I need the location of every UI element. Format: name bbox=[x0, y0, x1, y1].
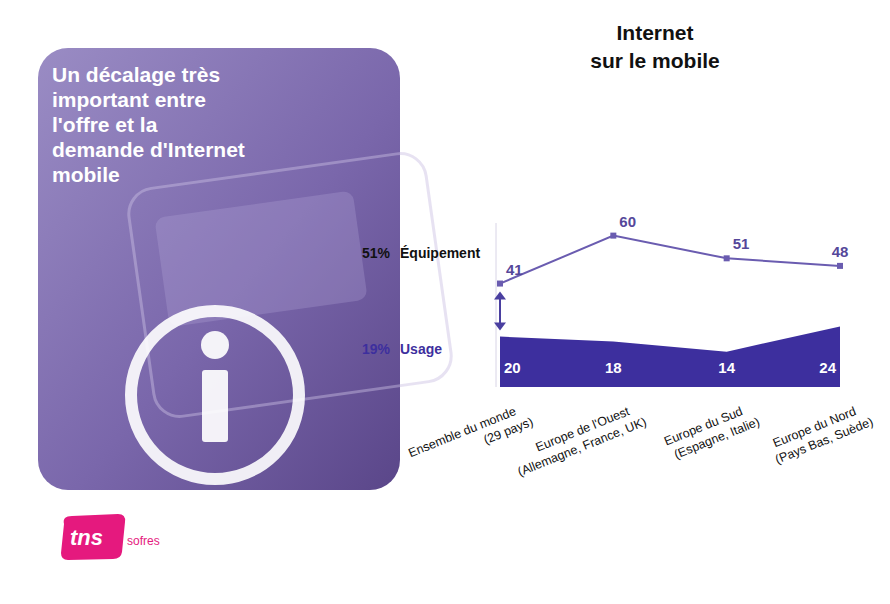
phone-outline bbox=[125, 150, 454, 420]
logo-sub: sofres bbox=[127, 534, 160, 548]
logo-main: tns bbox=[70, 525, 103, 550]
data-label: 60 bbox=[619, 213, 636, 230]
data-label: 18 bbox=[605, 359, 622, 376]
y-axis-line bbox=[496, 223, 497, 387]
logo-badge bbox=[61, 514, 125, 560]
x-tick-label-line: (Espagne, Italie) bbox=[672, 415, 762, 462]
x-tick-label-line: (29 pays) bbox=[482, 415, 536, 448]
series-summary: 51% bbox=[362, 245, 391, 261]
x-tick-label: Europe de l'Ouest(Allemagne, France, UK) bbox=[510, 400, 649, 479]
title: Internet sur le mobile bbox=[590, 21, 720, 72]
data-label: 48 bbox=[832, 243, 849, 260]
data-label: 24 bbox=[819, 359, 836, 376]
x-tick-label: Europe du Sud(Espagne, Italie) bbox=[662, 400, 762, 464]
line-marker bbox=[497, 281, 503, 287]
title-line: sur le mobile bbox=[590, 49, 720, 72]
x-tick-label: Europe du Nord(Pays Bas, Suède) bbox=[767, 400, 875, 467]
line-marker bbox=[837, 263, 843, 269]
data-label: 41 bbox=[506, 261, 523, 278]
panel-text-line: important entre bbox=[52, 88, 206, 111]
series-name: Équipement bbox=[400, 245, 480, 261]
plot-marks bbox=[497, 233, 843, 387]
info-dot bbox=[201, 331, 229, 359]
panel-text-line: l'offre et la bbox=[52, 113, 158, 136]
data-label: 14 bbox=[718, 359, 735, 376]
panel bbox=[38, 48, 400, 490]
series-name: Usage bbox=[400, 341, 442, 357]
equipment-line bbox=[500, 236, 840, 284]
gap-arrow-head bbox=[494, 323, 506, 331]
data-label: 51 bbox=[733, 235, 750, 252]
x-tick-label-line: (Pays Bas, Suède) bbox=[773, 415, 875, 467]
panel-text-line: demande d'Internet bbox=[52, 138, 245, 161]
gap-arrow bbox=[499, 298, 501, 325]
line-marker bbox=[610, 233, 616, 239]
info-stem bbox=[202, 370, 228, 442]
line-marker bbox=[724, 255, 730, 261]
panel-text: Un décalage trèsimportant entrel'offre e… bbox=[52, 63, 245, 186]
panel-text-line: mobile bbox=[52, 163, 120, 186]
info-ring bbox=[131, 311, 299, 479]
gap-arrow-head bbox=[494, 292, 506, 300]
x-tick-label-line: (Allemagne, France, UK) bbox=[516, 415, 649, 480]
data-label: 20 bbox=[504, 359, 521, 376]
data-labels: 20 18 14 24 41 60 51 48 bbox=[504, 213, 848, 376]
series-summary: 19% bbox=[362, 341, 391, 357]
x-tick-label: Ensemble du monde(29 pays) bbox=[406, 400, 535, 475]
phone-screen bbox=[154, 190, 367, 327]
usage-area bbox=[500, 326, 840, 387]
title-line: Internet bbox=[616, 21, 693, 44]
panel-text-line: Un décalage très bbox=[52, 63, 220, 86]
